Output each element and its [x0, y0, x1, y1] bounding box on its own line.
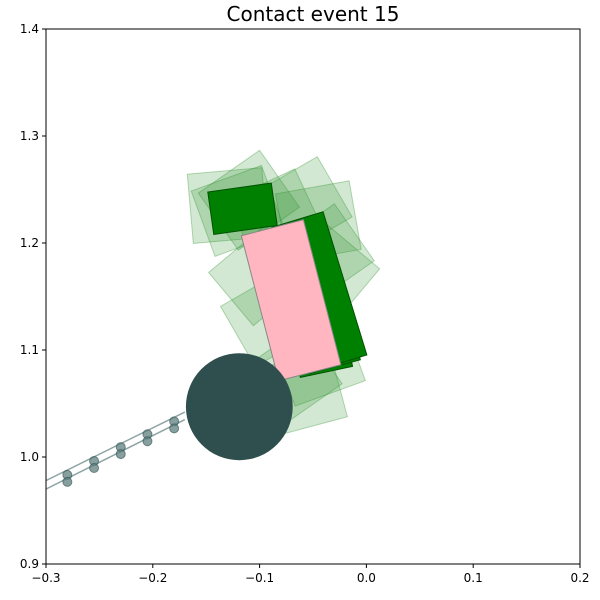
chart-title: Contact event 15 [227, 2, 400, 26]
pusher-circle [185, 353, 293, 461]
plot-frame [45, 28, 581, 565]
y-axis: 0.9 1.0 1.1 1.2 1.3 1.4 [20, 22, 46, 571]
x-tick-label: 0.2 [570, 571, 589, 585]
x-axis: −0.3 −0.2 −0.1 0.0 0.1 0.2 [31, 564, 590, 585]
y-tick-label: 1.0 [20, 450, 39, 464]
plot-area [46, 149, 381, 490]
y-tick-label: 1.1 [20, 343, 39, 357]
x-tick-label: 0.1 [464, 571, 483, 585]
x-tick-label: −0.2 [138, 571, 167, 585]
y-tick-label: 1.2 [20, 236, 39, 250]
solid-rect [207, 182, 278, 235]
path-point [89, 462, 100, 473]
path-point [62, 476, 73, 487]
x-tick-label: −0.3 [31, 571, 60, 585]
y-tick-label: 1.3 [20, 129, 39, 143]
object-rect [240, 219, 342, 382]
path-point [142, 436, 153, 447]
y-tick-label: 1.4 [20, 22, 39, 36]
x-tick-label: 0.0 [357, 571, 376, 585]
x-tick-label: −0.1 [245, 571, 274, 585]
path-point [169, 423, 180, 434]
path-point [115, 449, 126, 460]
path-line [46, 411, 186, 482]
y-tick-label: 0.9 [20, 557, 39, 571]
